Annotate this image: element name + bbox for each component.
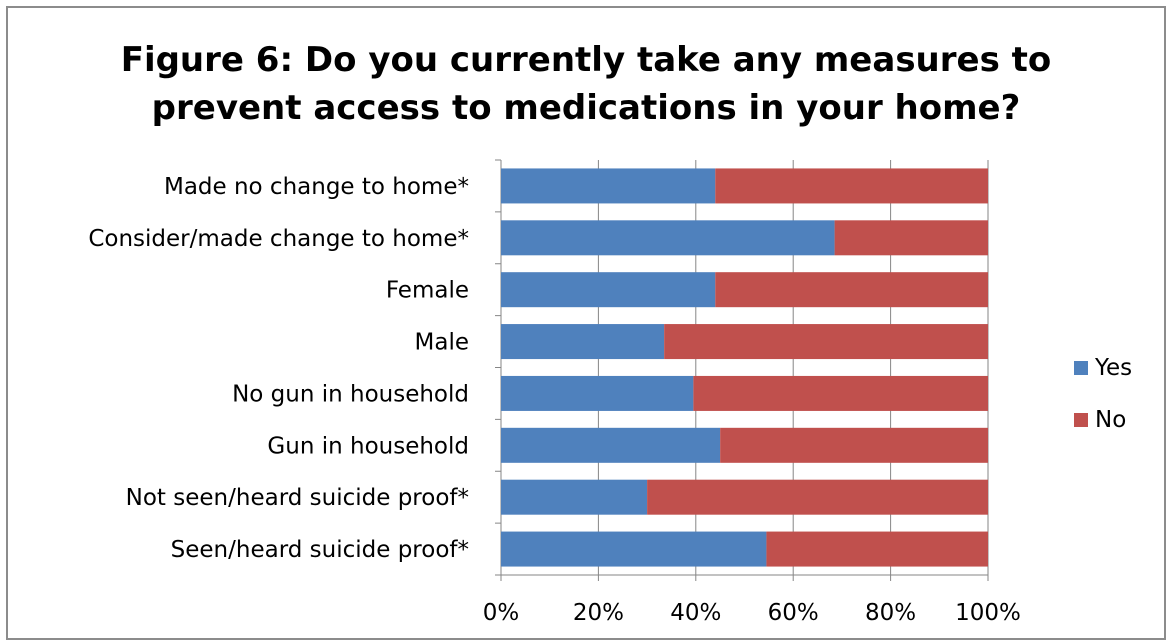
category-label: Consider/made change to home*	[88, 226, 469, 252]
x-tick-label: 60%	[768, 600, 819, 626]
bar-no-2	[715, 272, 988, 308]
x-tick-label: 0%	[483, 600, 520, 626]
bar-yes-5	[501, 427, 721, 463]
chart-title: Figure 6: Do you currently take any meas…	[0, 36, 1172, 132]
legend-swatch-no	[1074, 413, 1088, 427]
bar-no-3	[664, 324, 988, 360]
category-label: Male	[415, 330, 469, 356]
x-tick-label: 40%	[670, 600, 721, 626]
legend-item-no: No	[1074, 402, 1132, 438]
chart-title-line-1: Figure 6: Do you currently take any meas…	[120, 40, 1052, 80]
bar-yes-3	[501, 324, 665, 360]
chart-title-line-2: prevent access to medications in your ho…	[151, 88, 1021, 128]
bar-no-0	[715, 168, 988, 204]
bar-no-7	[766, 531, 988, 567]
bar-no-6	[647, 479, 988, 515]
x-tick-label: 80%	[865, 600, 916, 626]
legend-label-no: No	[1095, 407, 1127, 433]
bar-yes-1	[501, 220, 835, 256]
category-label: Not seen/heard suicide proof*	[126, 485, 469, 511]
bar-yes-0	[501, 168, 716, 204]
category-label: Seen/heard suicide proof*	[171, 537, 469, 563]
legend: Yes No	[1074, 350, 1132, 454]
bar-yes-4	[501, 375, 694, 411]
category-label: No gun in household	[232, 381, 469, 407]
bar-no-5	[720, 427, 988, 463]
category-label: Female	[386, 278, 469, 304]
x-tick-label: 100%	[955, 600, 1021, 626]
bar-yes-6	[501, 479, 648, 515]
legend-swatch-yes	[1074, 361, 1088, 375]
bar-yes-7	[501, 531, 767, 567]
bar-no-1	[834, 220, 988, 256]
bar-no-4	[693, 375, 988, 411]
legend-label-yes: Yes	[1095, 355, 1133, 381]
category-label: Gun in household	[267, 433, 469, 459]
legend-item-yes: Yes	[1074, 350, 1132, 386]
bar-yes-2	[501, 272, 716, 308]
x-tick-label: 20%	[573, 600, 624, 626]
category-label: Made no change to home*	[164, 174, 469, 200]
